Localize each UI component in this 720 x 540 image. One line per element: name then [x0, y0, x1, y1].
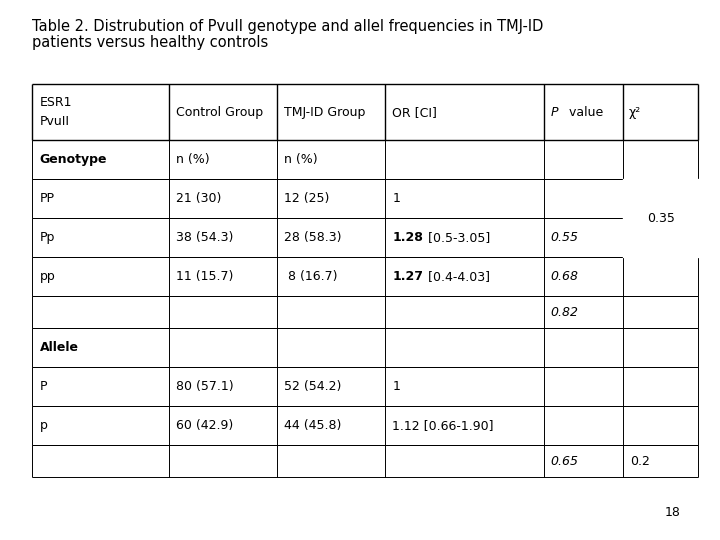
- Text: 0.2: 0.2: [630, 455, 650, 468]
- Text: 28 (58.3): 28 (58.3): [284, 231, 342, 244]
- Text: Control Group: Control Group: [176, 105, 264, 119]
- Text: Allele: Allele: [40, 341, 78, 354]
- Text: n (%): n (%): [284, 153, 318, 166]
- Text: 11 (15.7): 11 (15.7): [176, 270, 234, 283]
- Text: 1.28: 1.28: [392, 231, 423, 244]
- Text: 18: 18: [665, 507, 680, 519]
- Text: 1: 1: [392, 192, 400, 205]
- Text: Pp: Pp: [40, 231, 55, 244]
- Text: 44 (45.8): 44 (45.8): [284, 419, 342, 432]
- Text: patients versus healthy controls: patients versus healthy controls: [32, 35, 269, 50]
- Text: pp: pp: [40, 270, 55, 283]
- Text: 21 (30): 21 (30): [176, 192, 222, 205]
- Text: 12 (25): 12 (25): [284, 192, 330, 205]
- Text: 60 (42.9): 60 (42.9): [176, 419, 234, 432]
- Text: 0.65: 0.65: [551, 455, 579, 468]
- Text: p: p: [40, 419, 48, 432]
- Text: 0.82: 0.82: [551, 306, 579, 319]
- Text: value: value: [565, 105, 603, 119]
- Text: [0.5-3.05]: [0.5-3.05]: [424, 231, 490, 244]
- Text: PP: PP: [40, 192, 55, 205]
- Text: 0.55: 0.55: [551, 231, 579, 244]
- Text: 0.68: 0.68: [551, 270, 579, 283]
- Text: ESR1: ESR1: [40, 96, 72, 109]
- Text: Table 2. Distrubution of PvuII genotype and allel frequencies in TMJ-ID: Table 2. Distrubution of PvuII genotype …: [32, 19, 544, 34]
- Text: 1: 1: [392, 380, 400, 393]
- Text: OR [CI]: OR [CI]: [392, 105, 437, 119]
- Text: χ²: χ²: [629, 105, 641, 119]
- Text: 1.12 [0.66-1.90]: 1.12 [0.66-1.90]: [392, 419, 494, 432]
- Text: PvuII: PvuII: [40, 115, 70, 129]
- Text: 1.27: 1.27: [392, 270, 423, 283]
- Text: P: P: [551, 105, 558, 119]
- Text: Genotype: Genotype: [40, 153, 107, 166]
- Text: 0.35: 0.35: [647, 212, 675, 225]
- Text: P: P: [40, 380, 47, 393]
- Text: 80 (57.1): 80 (57.1): [176, 380, 234, 393]
- Text: TMJ-ID Group: TMJ-ID Group: [284, 105, 366, 119]
- Text: n (%): n (%): [176, 153, 210, 166]
- Text: 8 (16.7): 8 (16.7): [288, 270, 338, 283]
- Text: [0.4-4.03]: [0.4-4.03]: [424, 270, 490, 283]
- Text: 38 (54.3): 38 (54.3): [176, 231, 234, 244]
- Text: 52 (54.2): 52 (54.2): [284, 380, 342, 393]
